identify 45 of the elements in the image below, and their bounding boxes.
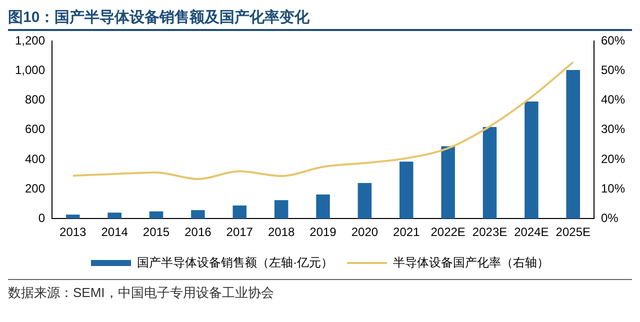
x-tick-label: 2024E <box>514 225 549 240</box>
bar <box>482 126 497 219</box>
bar <box>524 102 538 219</box>
y-tick-label: 0 <box>38 210 46 225</box>
bar <box>191 210 205 219</box>
source-note: 数据来源：SEMI，中国电子专用设备工业协会 <box>8 279 632 302</box>
bar <box>441 146 455 219</box>
y-tick-label: 400 <box>25 152 46 166</box>
x-tick-label: 2018 <box>268 225 295 240</box>
bar <box>400 162 414 219</box>
y2-tick-label: 50% <box>600 63 626 78</box>
x-tick-label: 2022E <box>430 225 466 240</box>
y2-tick-label: 0% <box>600 210 619 225</box>
x-tick-label: 2013 <box>60 225 87 240</box>
y-tick-label: 200 <box>25 181 46 196</box>
x-tick-label: 2021 <box>393 225 420 240</box>
line-series <box>72 61 574 180</box>
y2-tick-label: 40% <box>600 92 626 107</box>
x-tick-label: 2014 <box>101 225 128 240</box>
bar <box>566 70 580 219</box>
x-tick-label: 2025E <box>556 225 590 240</box>
y-tick-label: 1,000 <box>15 63 46 78</box>
x-tick-label: 2023E <box>472 225 508 240</box>
bar <box>316 194 330 219</box>
y-tick-label: 1,200 <box>15 34 46 48</box>
chart-title: 图10：国产半导体设备销售额及国产化率变化 <box>8 8 632 31</box>
x-tick-label: 2020 <box>351 225 378 240</box>
y2-tick-label: 60% <box>600 34 626 48</box>
bar <box>274 200 288 219</box>
legend-label: 国产半导体设备销售额（左轴·亿元） <box>137 255 333 270</box>
bar <box>358 182 372 219</box>
x-tick-label: 2017 <box>226 225 254 240</box>
y2-tick-label: 20% <box>600 152 626 166</box>
bar <box>66 214 80 219</box>
y2-tick-label: 10% <box>600 181 626 196</box>
y-tick-label: 800 <box>25 92 46 107</box>
legend-label: 半导体设备国产化率（右轴） <box>393 255 549 270</box>
x-tick-label: 2016 <box>184 225 212 240</box>
bar <box>232 205 247 219</box>
y-tick-label: 600 <box>25 122 46 136</box>
x-tick-label: 2015 <box>142 225 170 240</box>
bar <box>149 211 164 219</box>
y2-tick-label: 30% <box>600 122 626 136</box>
x-tick-label: 2019 <box>310 225 337 240</box>
bar <box>108 212 122 219</box>
